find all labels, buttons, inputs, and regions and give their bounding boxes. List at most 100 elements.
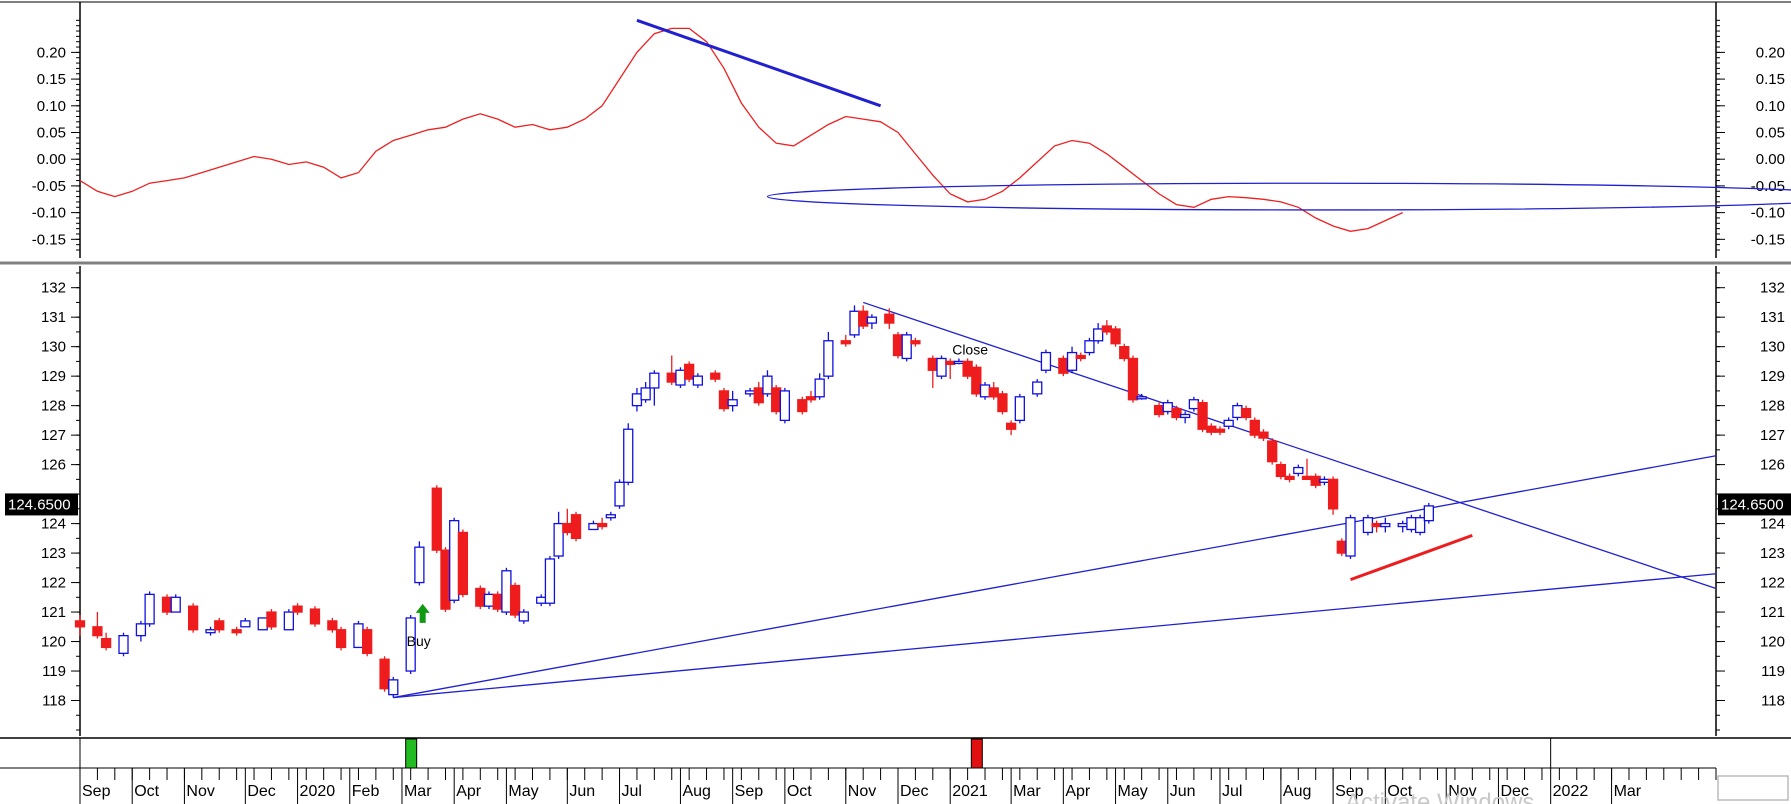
price-y-ticks [71,272,1725,731]
candle-down [884,308,895,329]
price-y-tick-label-right: 127 [1760,427,1785,444]
oscillator-y-tick-labels: 0.20 0.20 0.15 0.15 0.10 0.10 0.05 0.05 0.00 0.00… [32,44,1785,248]
candle-down [431,485,442,554]
candle-down [1267,438,1278,465]
candle-body [1162,402,1173,413]
candle-body [327,620,338,631]
osc-y-tick-label-right: 0.20 [1756,44,1785,61]
candle-up [144,591,155,627]
candle-body [971,366,982,395]
candle-body [849,310,860,336]
candle-up [1084,337,1095,356]
candle-body [1258,431,1269,439]
candle-body [840,340,851,345]
candle-body [936,357,947,377]
price-y-tick-label-right: 126 [1760,457,1785,474]
x-tick-label: Sep [1335,783,1364,800]
candle-up [501,567,512,615]
candle-up [649,370,660,406]
candle-body [1319,478,1330,483]
candle-body [1249,419,1260,436]
candle-body [762,375,773,395]
candle-down [74,615,86,636]
candle-body [779,390,791,422]
candle-up [1014,393,1025,424]
close-annotation: Close [952,342,988,358]
candle-body [962,360,973,377]
osc-y-tick-label-right: -0.15 [1751,231,1785,248]
candle-up [614,479,625,509]
price-y-tick-label-right: 124 [1760,516,1785,533]
candle-down [1058,355,1069,377]
candle-body [892,334,904,357]
candle-up [405,615,416,674]
candle-down [100,632,112,651]
last-price-badge-left: 124.6500 [5,493,78,516]
candle-body [379,658,390,690]
candle-up [553,511,564,559]
scroll-box[interactable] [1717,775,1789,801]
date-axis-panel: Sep Oct Nov Dec 2020 Feb Mar Apr May Jun Jul Aug Sep… [0,737,1791,804]
x-tick-label: Aug [682,783,710,800]
x-tick-label: Jun [1170,783,1196,800]
osc-y-tick-label-left: 0.10 [37,98,66,115]
candle-body [483,593,495,607]
x-tick-label: Dec [1500,783,1528,800]
candle-down [1249,417,1260,439]
candle-up [205,626,216,636]
candle-up [483,591,495,610]
candle-down [971,364,982,397]
candle-up [1406,514,1417,533]
candle-up [814,373,825,400]
oscillator-ellipse [766,182,1791,211]
candle-body [744,390,756,395]
candle-down [1206,423,1217,436]
last-price-badge-left-bg [5,493,78,516]
candle-body [1345,517,1356,557]
candle-down [1110,326,1121,347]
candle-body [544,558,556,604]
candle-body [866,316,878,324]
candle-body [214,620,225,631]
candle-up [866,314,878,329]
candle-up [170,594,181,613]
candle-down [231,626,242,636]
candle-body [562,522,573,534]
x-tick-label: 2021 [952,783,988,800]
candle-down [266,609,277,630]
candle-body [1284,475,1295,481]
price-y-tick-label-right: 132 [1760,280,1785,297]
price-y-tick-label-left: 121 [41,604,66,621]
osc-y-tick-label-left: 0.15 [37,71,66,88]
candle-body [1188,399,1200,410]
price-y-tick-label-right: 118 [1761,693,1785,710]
candle-body [718,390,730,410]
signal-markers [405,738,983,769]
price-y-tick-label-right: 121 [1760,604,1785,621]
candle-body [509,584,521,616]
candle-up [1362,514,1374,536]
candle-up [1180,411,1191,424]
candle-down [1153,402,1165,418]
candle-down [962,358,973,380]
price-y-tick-label-left: 120 [41,634,66,651]
last-price-badge-right-text: 124.6500 [1721,496,1784,513]
x-tick-label: Mar [1614,783,1642,800]
candle-body [388,679,399,696]
candle-up [1223,417,1234,430]
x-tick-label: 2022 [1553,783,1589,800]
candle-body [431,487,442,551]
candle-down [805,390,817,403]
osc-y-tick-label-left: 0.20 [37,44,66,61]
candle-body [1310,475,1321,486]
x-tick-label: Dec [247,783,275,800]
candle-down [1171,405,1182,421]
candle-body [1075,354,1086,360]
candle-up [779,387,791,424]
candle-body [858,310,869,327]
candle-up [953,358,965,365]
candle-body [335,629,347,649]
candle-body [457,531,469,596]
candle-up [1092,323,1104,344]
x-tick-labels: Sep Oct Nov Dec 2020 Feb Mar Apr May Jun Jul Aug Sep… [82,783,1642,800]
